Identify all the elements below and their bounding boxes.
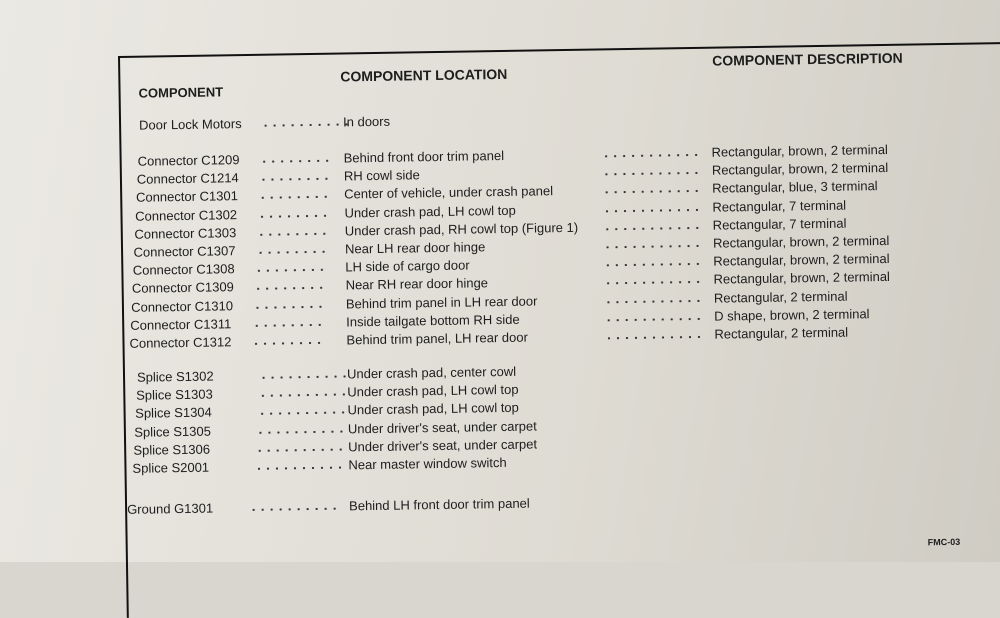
component: Splice S1305 [134,423,212,440]
component: Splice S2001 [132,459,210,476]
location: Under driver's seat, under carpet [348,436,538,455]
component: Connector C1209 [137,152,240,169]
location: Near LH rear door hinge [344,239,486,257]
leader-dots [253,287,324,291]
component: Connector C1310 [131,297,234,315]
description: Rectangular, brown, 2 terminal [711,160,889,178]
leader-dots [603,299,704,303]
component: Connector C1309 [131,279,234,297]
component: Splice S1304 [135,404,212,422]
component: Connector C1307 [133,243,236,260]
leader-dots [261,123,352,127]
leader-dots [258,177,329,181]
location: Behind trim panel in LH rear door [345,293,538,312]
leader-dots [602,190,703,194]
leader-dots [255,448,346,452]
leader-dots [256,232,327,236]
leader-dots [252,323,323,327]
location: Under crash pad, center cowl [346,363,517,382]
description: Rectangular, 7 terminal [712,215,847,233]
component: Connector C1214 [136,170,239,187]
component: Connector C1303 [134,224,237,242]
leader-dots [254,466,345,470]
leader-dots [259,159,330,163]
description: Rectangular, blue, 3 terminal [712,178,878,197]
leader-dots [602,208,703,213]
location: Near master window switch [348,454,507,473]
leader-dots [253,305,324,309]
location: Center of vehicle, under crash panel [344,183,554,202]
leader-dots [258,196,329,200]
leader-dots [256,430,347,434]
component: Connector C1308 [132,261,235,278]
location: Inside tailgate bottom RH side [346,311,520,330]
component: Connector C1302 [135,206,238,224]
description: Rectangular, 2 terminal [714,324,849,342]
component: Splice S1306 [133,441,211,458]
table-frame: COMPONENT COMPONENT LOCATION COMPONENT D… [118,41,1000,618]
leader-dots [601,153,702,158]
leader-dots [257,214,328,218]
location: Under crash pad, LH cowl top [347,381,519,400]
leader-dots [249,507,340,511]
leader-dots [602,226,703,231]
leader-dots [257,411,348,416]
leader-dots [603,263,704,267]
leader-dots [601,172,702,176]
location: Behind LH front door trim panel [348,495,530,514]
leader-dots [251,341,322,345]
description: Rectangular, brown, 2 terminal [713,251,890,269]
location: Behind trim panel, LH rear door [346,329,528,348]
location: Under crash pad, RH cowl top (Figure 1) [344,219,579,239]
leader-dots [259,375,350,379]
location: RH cowl side [343,167,420,184]
description: D shape, brown, 2 terminal [714,306,870,324]
header-location: COMPONENT LOCATION [340,65,508,85]
description: Rectangular, brown, 2 terminal [713,269,890,288]
component: Connector C1311 [130,316,232,333]
header-component: COMPONENT [138,84,224,101]
leader-dots [254,268,325,273]
leader-dots [603,244,704,249]
component: Splice S1302 [136,368,214,385]
description: Rectangular, brown, 2 terminal [712,232,890,251]
location: Under driver's seat, under carpet [347,418,537,437]
footer-code: FMC-03 [927,536,961,548]
location: LH side of cargo door [345,257,470,275]
description: Rectangular, 7 terminal [712,197,847,215]
location: In doors [342,113,391,130]
header-description: COMPONENT DESCRIPTION [712,49,903,69]
leader-dots [603,281,704,285]
location: Under crash pad, LH cowl top [344,202,516,221]
leader-dots [604,335,705,340]
leader-dots [258,393,349,398]
component: Connector C1312 [129,334,232,351]
location: Near RH rear door hinge [345,275,489,293]
description: Rectangular, brown, 2 terminal [711,141,888,160]
component: Door Lock Motors [138,116,242,133]
location: Behind front door trim panel [343,147,505,166]
component: Connector C1301 [135,188,239,206]
location: Under crash pad, LH cowl top [347,400,519,418]
component: Ground G1301 [127,500,214,517]
description: Rectangular, 2 terminal [713,288,848,306]
leader-dots [604,317,705,322]
leader-dots [255,250,326,254]
component: Splice S1303 [136,386,213,403]
